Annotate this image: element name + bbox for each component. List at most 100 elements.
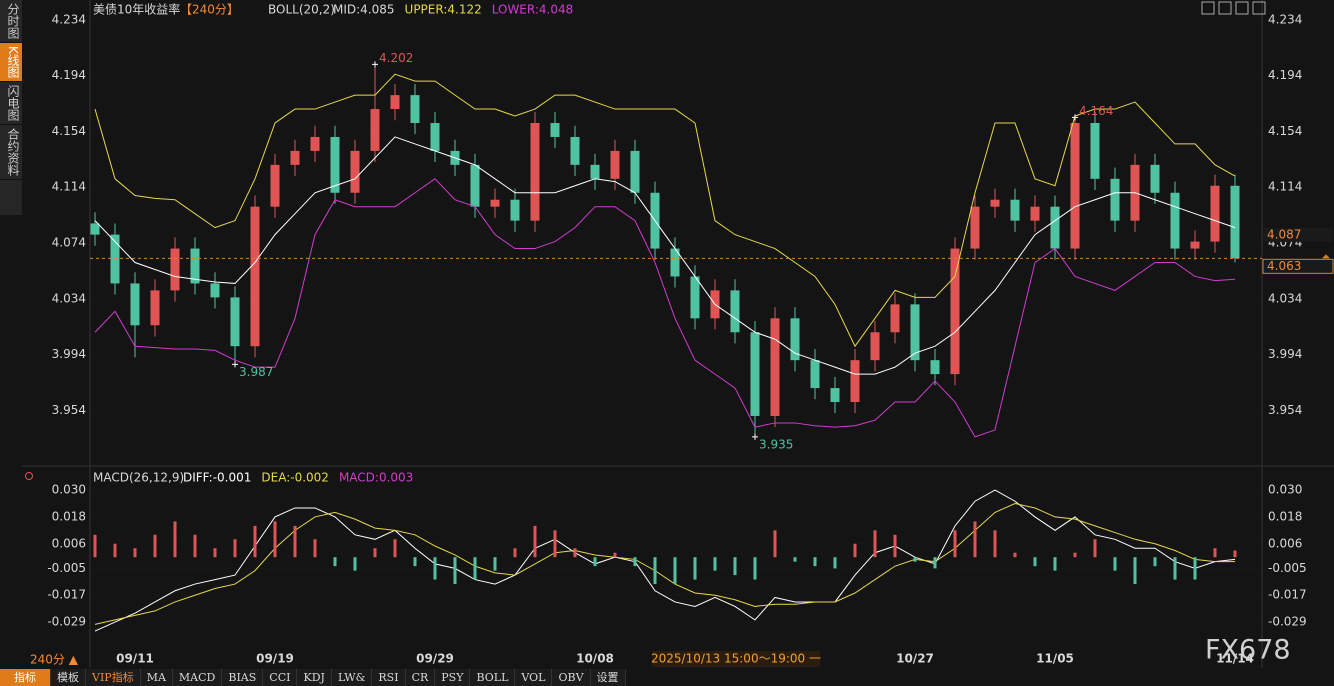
toolbar-item[interactable]: VIP指标 [86, 669, 141, 686]
macd-bar [853, 543, 857, 558]
toolbar-item[interactable]: BIAS [222, 669, 264, 686]
macd-bar [1233, 550, 1237, 558]
y-tick-label: 4.194 [52, 68, 86, 82]
macd-bar [613, 552, 617, 558]
toolbar-item[interactable]: CR [406, 669, 436, 686]
toolbar-item[interactable]: CCI [263, 669, 298, 686]
side-tab[interactable]: K线图 [0, 43, 22, 82]
macd-bar [1213, 548, 1217, 558]
window-icons[interactable] [1201, 1, 1266, 15]
marker [372, 61, 378, 68]
toolbar-item[interactable]: PSY [435, 669, 471, 686]
toolbar-item[interactable]: MA [141, 669, 173, 686]
y-tick-label: 3.994 [1268, 347, 1302, 361]
candle-body [990, 199, 1000, 207]
marker [1072, 114, 1078, 121]
toolbar-item[interactable]: OBV [552, 669, 591, 686]
candle-body [970, 206, 980, 249]
watermark: FX678 [1205, 635, 1291, 666]
y-tick-label: 0.018 [1268, 509, 1302, 523]
y-tick-label: -0.029 [47, 615, 86, 629]
side-tab[interactable]: 分时图 [0, 0, 22, 43]
x-tick-label: 10/08 [576, 652, 614, 666]
toolbar-item[interactable]: VOL [515, 669, 553, 686]
toolbar-item[interactable]: BOLL [470, 669, 516, 686]
toolbar-item[interactable]: 设置 [591, 669, 626, 686]
candle-body [590, 164, 600, 179]
candle-body [170, 248, 180, 291]
candle-body [670, 248, 680, 277]
x-tick-label: 11/05 [1036, 652, 1074, 666]
icon[interactable] [1252, 1, 1266, 15]
macd-bar [713, 557, 717, 571]
macd-bar [1073, 552, 1077, 558]
candle-body [410, 95, 420, 123]
legend-entry: LOWER:4.048 [492, 3, 574, 17]
line [94, 502, 1235, 625]
candle-body [1010, 199, 1020, 221]
candle-body [850, 360, 860, 403]
sidebar: 分时图 K线图 闪电图 合约资料 [0, 0, 22, 215]
toolbar-item[interactable]: RSI [372, 669, 406, 686]
candle-body [730, 290, 740, 333]
candle-body [630, 150, 640, 193]
toolbar-item[interactable]: MACD [173, 669, 223, 686]
macd-bar [213, 548, 217, 558]
x-tick-label: 09/19 [256, 652, 294, 666]
candle-body [210, 283, 220, 298]
macd-bar [813, 557, 817, 567]
candle-body [1150, 164, 1160, 193]
candle-body [1230, 185, 1240, 259]
icon[interactable] [1201, 1, 1215, 15]
legend-entry: DIFF:-0.001 [183, 471, 251, 485]
y-tick-label: 0.018 [52, 509, 86, 523]
macd-bar [293, 525, 297, 558]
macd-bar [153, 534, 157, 558]
legend-entry: MID:4.085 [333, 3, 395, 17]
toolbar-item[interactable]: 模板 [51, 669, 86, 686]
candle-body [1170, 192, 1180, 249]
macd-bar [493, 557, 497, 571]
candle-body [950, 248, 960, 375]
candle-body [1110, 178, 1120, 221]
icon[interactable] [1218, 1, 1232, 15]
macd-bar [513, 548, 517, 558]
macd-bar [633, 557, 637, 567]
toolbar-item[interactable]: KDJ [297, 669, 332, 686]
y-tick-label: -0.017 [1268, 588, 1307, 602]
candle-body [470, 164, 480, 207]
side-tab[interactable]: 闪电图 [0, 82, 22, 125]
macd-bar [93, 534, 97, 558]
candle-body [530, 123, 540, 221]
candle-body [830, 388, 840, 403]
candle-body [270, 164, 280, 207]
y-tick-label: 0.030 [52, 483, 86, 497]
candle-body [610, 150, 620, 179]
candle-body [910, 304, 920, 361]
side-tab[interactable]: 合约资料 [0, 125, 22, 180]
y-tick-label: 4.154 [52, 124, 86, 138]
candle-body [110, 234, 120, 284]
y-tick-label: -0.029 [1268, 615, 1307, 629]
toolbar: 指标 模板 VIP指标 MA MACD BIAS CCI KDJ LW& RSI CR PSY BOLL… [0, 669, 626, 686]
icon [25, 472, 33, 480]
macd-bar [313, 539, 317, 558]
annotation: 4.164 [1079, 104, 1113, 118]
toolbar-item[interactable]: LW& [332, 669, 373, 686]
annotation: 3.935 [759, 437, 793, 451]
icon[interactable] [1235, 1, 1249, 15]
macd-bar [933, 557, 937, 569]
macd-bar [133, 548, 137, 558]
y-tick-label: 4.234 [1268, 12, 1302, 26]
macd-bar [553, 530, 557, 558]
period-selector[interactable]: 240分 ▲ [30, 653, 79, 667]
macd-bar [733, 557, 737, 576]
macd-bar [533, 525, 537, 558]
y-tick-label: 4.034 [1268, 291, 1302, 305]
period[interactable]: 【240分】 [180, 3, 239, 17]
macd-bar [793, 557, 797, 562]
candle-body [790, 318, 800, 361]
macd-bar [433, 557, 437, 580]
macd-bar [393, 539, 397, 558]
toolbar-item[interactable]: 指标 [0, 669, 51, 686]
